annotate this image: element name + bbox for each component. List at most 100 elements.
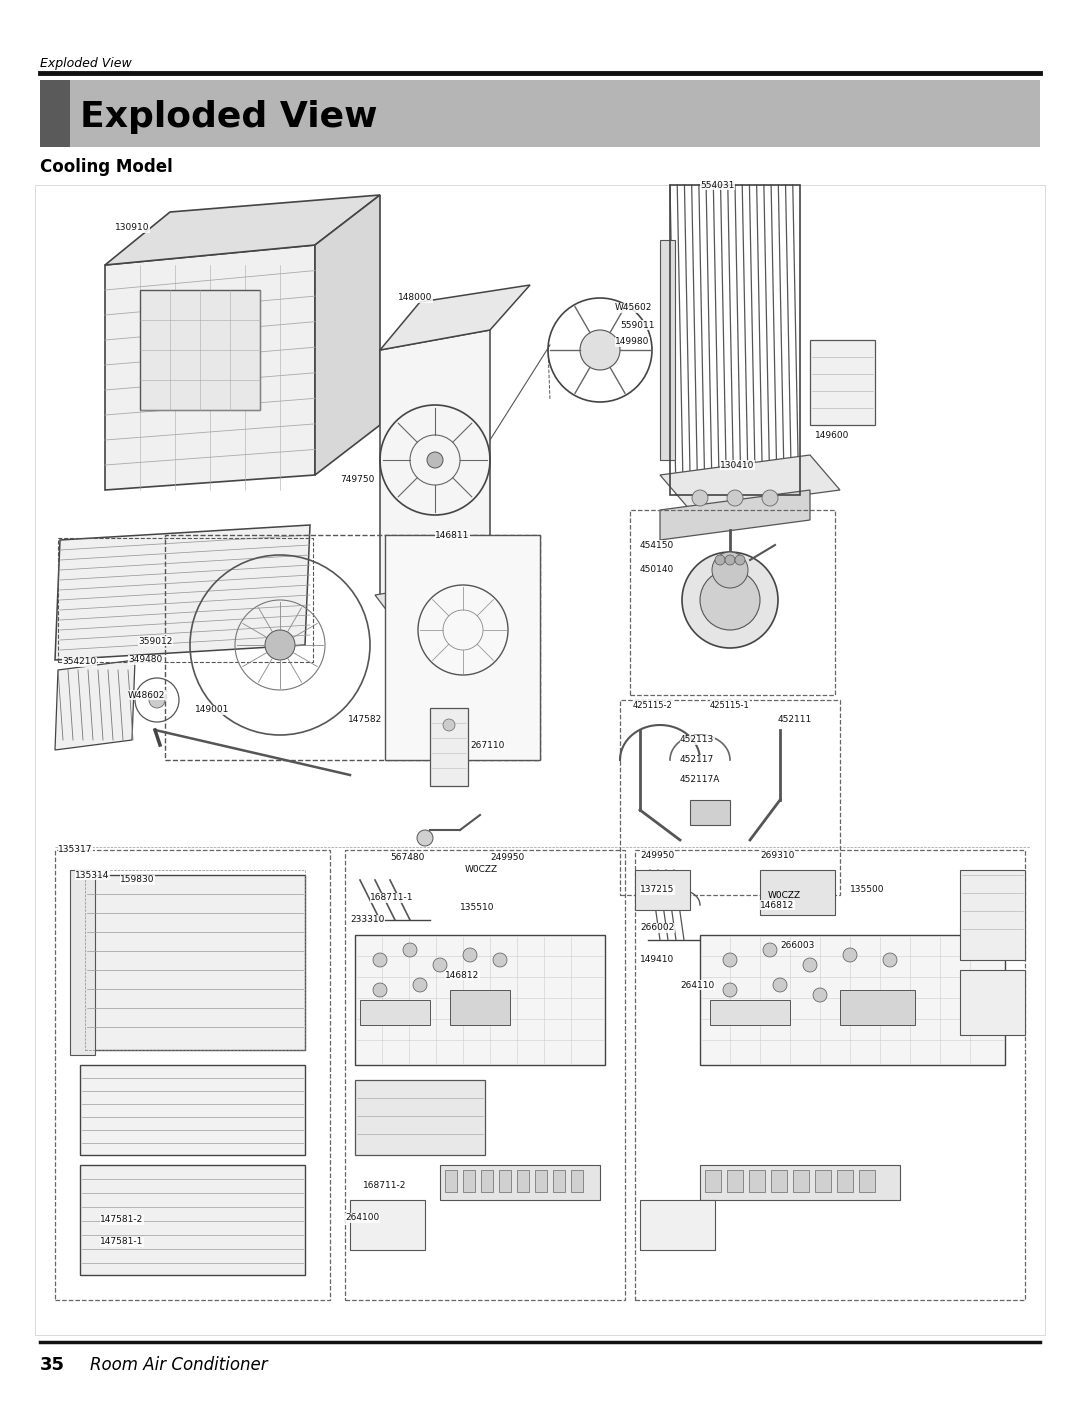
Bar — [355, 934, 605, 1065]
Bar — [440, 1165, 600, 1200]
Bar — [815, 1170, 831, 1191]
Text: 349480: 349480 — [129, 656, 162, 665]
Text: 233310: 233310 — [350, 916, 384, 924]
Text: 137215: 137215 — [640, 885, 674, 895]
Bar — [635, 850, 1025, 1300]
Bar — [840, 991, 915, 1026]
Text: Room Air Conditioner: Room Air Conditioner — [90, 1356, 268, 1374]
Circle shape — [700, 570, 760, 629]
Bar — [350, 1200, 426, 1250]
Bar — [355, 1080, 485, 1155]
Text: 269310: 269310 — [760, 850, 795, 860]
Bar — [165, 535, 540, 760]
Circle shape — [712, 552, 748, 589]
Bar — [660, 240, 675, 459]
Bar — [960, 870, 1025, 960]
Bar — [345, 850, 625, 1300]
Text: 130910: 130910 — [114, 223, 149, 232]
Text: 148000: 148000 — [399, 294, 432, 302]
Text: 749750: 749750 — [340, 475, 375, 485]
Text: 159830: 159830 — [120, 875, 154, 885]
Text: 450140: 450140 — [640, 565, 674, 575]
Text: 425115-2: 425115-2 — [633, 701, 673, 710]
Text: 149600: 149600 — [815, 430, 849, 440]
Text: W0CZZ: W0CZZ — [768, 891, 801, 899]
Circle shape — [762, 943, 777, 957]
Circle shape — [883, 953, 897, 967]
Circle shape — [580, 330, 620, 370]
Polygon shape — [105, 244, 315, 490]
Circle shape — [265, 629, 295, 660]
Circle shape — [417, 830, 433, 846]
Bar — [85, 870, 305, 1050]
Bar — [445, 1170, 457, 1191]
Text: 149410: 149410 — [640, 955, 674, 964]
Text: Cooling Model: Cooling Model — [40, 157, 173, 176]
Text: 146812: 146812 — [445, 971, 480, 979]
Circle shape — [403, 943, 417, 957]
Bar — [463, 1170, 475, 1191]
Bar — [859, 1170, 875, 1191]
Bar — [35, 185, 1045, 1335]
Circle shape — [762, 490, 778, 506]
Text: 135510: 135510 — [460, 903, 495, 912]
Polygon shape — [380, 285, 530, 350]
Bar — [58, 538, 313, 662]
Text: 146811: 146811 — [435, 531, 470, 540]
Text: 135500: 135500 — [850, 885, 885, 895]
Polygon shape — [380, 330, 490, 594]
Text: 168711-2: 168711-2 — [363, 1180, 406, 1190]
Polygon shape — [55, 525, 310, 660]
Bar — [810, 340, 875, 424]
Circle shape — [725, 555, 735, 565]
Circle shape — [463, 948, 477, 962]
Polygon shape — [375, 575, 519, 628]
Bar — [771, 1170, 787, 1191]
Circle shape — [843, 948, 858, 962]
Text: 149001: 149001 — [195, 705, 229, 715]
Text: 267110: 267110 — [470, 740, 504, 749]
Text: 266003: 266003 — [780, 940, 814, 950]
Circle shape — [373, 953, 387, 967]
Polygon shape — [315, 195, 380, 475]
Circle shape — [413, 978, 427, 992]
Bar — [360, 1000, 430, 1026]
Bar — [700, 1165, 900, 1200]
Bar — [760, 870, 835, 915]
Polygon shape — [660, 455, 840, 510]
Circle shape — [681, 552, 778, 648]
Circle shape — [715, 555, 725, 565]
Text: 130410: 130410 — [720, 461, 754, 469]
Text: W48602: W48602 — [129, 690, 165, 700]
Circle shape — [433, 958, 447, 972]
Text: 147581-1: 147581-1 — [100, 1238, 144, 1246]
Bar — [620, 700, 840, 895]
Text: W0CZZ: W0CZZ — [465, 865, 498, 874]
Text: 147581-2: 147581-2 — [100, 1215, 144, 1225]
Text: 359012: 359012 — [138, 636, 173, 645]
Circle shape — [813, 988, 827, 1002]
Text: Exploded View: Exploded View — [80, 100, 378, 133]
Text: 264100: 264100 — [345, 1214, 379, 1222]
Bar — [793, 1170, 809, 1191]
Circle shape — [373, 983, 387, 998]
Circle shape — [804, 958, 816, 972]
Bar — [40, 80, 1040, 148]
Bar — [670, 185, 800, 495]
Bar — [499, 1170, 511, 1191]
Bar — [85, 875, 305, 1050]
Circle shape — [723, 953, 737, 967]
Text: 249950: 249950 — [640, 850, 674, 860]
Text: 567480: 567480 — [390, 853, 424, 863]
Text: 452117A: 452117A — [680, 776, 720, 784]
Bar — [727, 1170, 743, 1191]
Bar — [430, 708, 468, 785]
Text: 35: 35 — [40, 1356, 65, 1374]
Circle shape — [692, 490, 708, 506]
Bar — [535, 1170, 546, 1191]
Bar — [640, 1200, 715, 1250]
Circle shape — [773, 978, 787, 992]
Text: 168711-1: 168711-1 — [370, 894, 414, 902]
Circle shape — [492, 953, 507, 967]
Bar — [690, 799, 730, 825]
